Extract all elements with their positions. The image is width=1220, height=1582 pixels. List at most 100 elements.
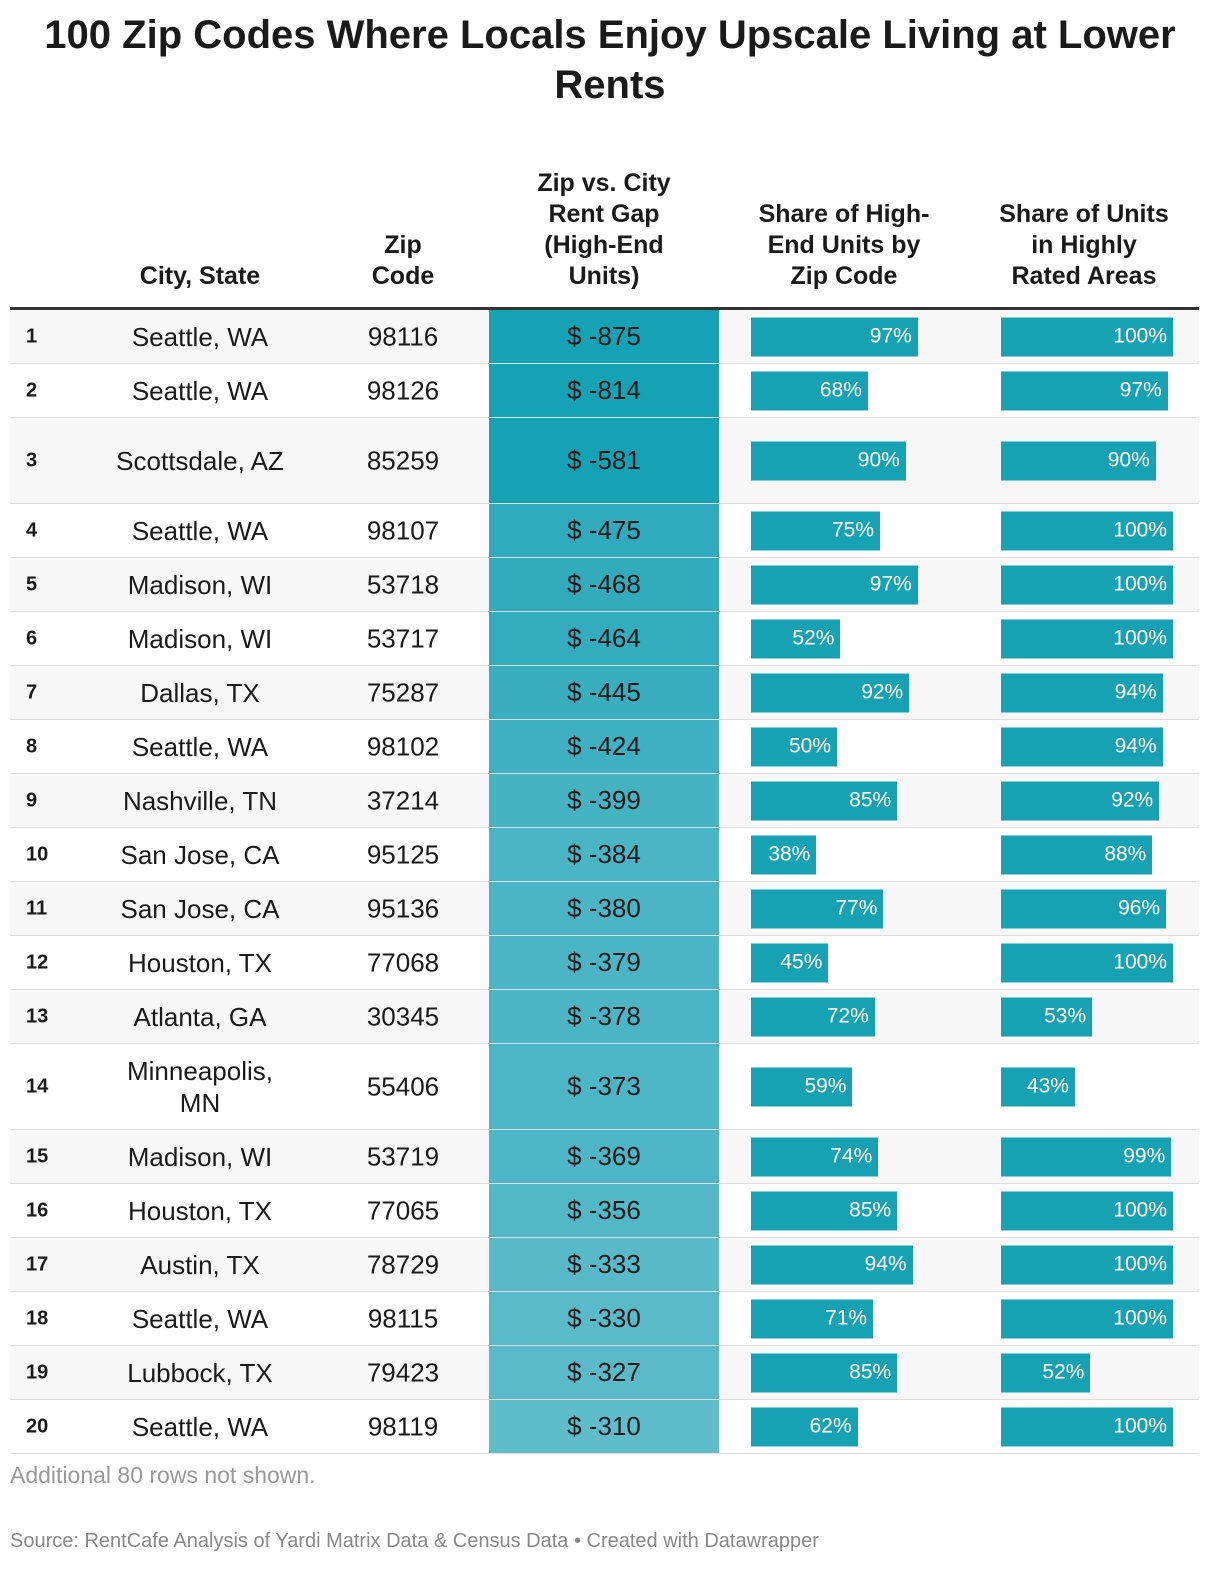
share-rated-label: 100% xyxy=(1113,324,1167,348)
row-city: Scottsdale, AZ xyxy=(116,445,284,476)
table-row: 11 San Jose, CA 95136 $ -380 77% 96% xyxy=(10,882,1199,936)
row-rank: 17 xyxy=(26,1253,49,1275)
share-rated-label: 94% xyxy=(1114,734,1157,758)
share-high-end-bar: 94% xyxy=(751,1245,913,1284)
share-high-end-label: 38% xyxy=(768,842,811,866)
share-rated-bar: 53% xyxy=(1001,997,1093,1036)
row-zip: 79423 xyxy=(366,1357,440,1387)
share-high-end-bar: 85% xyxy=(751,781,898,820)
row-rent-gap: $ -875 xyxy=(489,310,719,363)
col-header-zip[interactable]: Zip Code xyxy=(371,231,435,290)
row-rent-gap: $ -445 xyxy=(489,666,719,719)
row-city: Seattle, WA xyxy=(131,1303,269,1334)
share-rated-bar: 100% xyxy=(1001,1245,1173,1284)
row-rank: 3 xyxy=(26,449,38,471)
share-high-end-bar: 97% xyxy=(751,317,918,356)
row-city: Madison, WI xyxy=(127,569,273,600)
share-high-end-bar: 85% xyxy=(751,1191,898,1230)
table-row: 10 San Jose, CA 95125 $ -384 38% 88% xyxy=(10,828,1199,882)
row-city: Atlanta, GA xyxy=(133,1001,267,1032)
table-row: 13 Atlanta, GA 30345 $ -378 72% 53% xyxy=(10,990,1199,1044)
row-rank: 4 xyxy=(26,519,38,541)
row-zip: 53719 xyxy=(366,1141,440,1171)
row-rank: 1 xyxy=(26,325,38,347)
col-header-gap[interactable]: Zip vs. City Rent Gap (High-End Units) xyxy=(537,169,671,290)
share-rated-label: 100% xyxy=(1113,572,1167,596)
share-high-end-label: 74% xyxy=(830,1144,873,1168)
table-row: 20 Seattle, WA 98119 $ -310 62% 100% xyxy=(10,1400,1199,1454)
table-row: 7 Dallas, TX 75287 $ -445 92% 94% xyxy=(10,666,1199,720)
page-title: 100 Zip Codes Where Locals Enjoy Upscale… xyxy=(44,13,1176,107)
row-rent-gap: $ -814 xyxy=(489,364,719,417)
row-zip: 98102 xyxy=(366,731,440,761)
share-high-end-bar: 52% xyxy=(751,619,841,658)
row-rank: 5 xyxy=(26,573,38,595)
row-rent-gap: $ -310 xyxy=(489,1400,719,1453)
share-rated-bar: 100% xyxy=(1001,565,1173,604)
share-rated-label: 99% xyxy=(1123,1144,1166,1168)
share-high-end-label: 77% xyxy=(835,896,878,920)
col-header-share-high-end[interactable]: Share of High-End Units by Zip Code xyxy=(758,200,930,290)
table-body: 1 Seattle, WA 98116 $ -875 97% 100% 2 Seattle, … xyxy=(10,310,1199,1454)
header-rule xyxy=(10,307,1199,310)
row-city: Houston, TX xyxy=(127,947,273,978)
share-high-end-bar: 90% xyxy=(751,441,906,480)
row-rank: 9 xyxy=(26,789,38,811)
share-high-end-bar: 77% xyxy=(751,889,884,928)
row-city: Houston, TX xyxy=(127,1195,273,1226)
share-high-end-bar: 62% xyxy=(751,1407,858,1446)
table-header: City, State Zip Code Zip vs. City Rent G… xyxy=(0,162,1220,292)
col-header-city[interactable]: City, State xyxy=(139,262,261,290)
share-high-end-bar: 59% xyxy=(751,1067,853,1106)
row-rent-gap: $ -464 xyxy=(489,612,719,665)
share-rated-bar: 43% xyxy=(1001,1067,1075,1106)
col-header-share-rated[interactable]: Share of Units in Highly Rated Areas xyxy=(999,200,1169,290)
share-rated-label: 100% xyxy=(1113,1198,1167,1222)
table-row: 17 Austin, TX 78729 $ -333 94% 100% xyxy=(10,1238,1199,1292)
row-rent-gap: $ -327 xyxy=(489,1346,719,1399)
row-rent-gap: $ -399 xyxy=(489,774,719,827)
table-row: 3 Scottsdale, AZ 85259 $ -581 90% 90% xyxy=(10,418,1199,504)
share-high-end-bar: 68% xyxy=(751,371,868,410)
table-row: 19 Lubbock, TX 79423 $ -327 85% 52% xyxy=(10,1346,1199,1400)
share-high-end-bar: 97% xyxy=(751,565,918,604)
share-high-end-label: 92% xyxy=(861,680,904,704)
share-high-end-bar: 45% xyxy=(751,943,829,982)
share-high-end-label: 68% xyxy=(819,378,862,402)
row-city: San Jose, CA xyxy=(120,839,280,870)
share-high-end-label: 59% xyxy=(804,1074,847,1098)
table-row: 5 Madison, WI 53718 $ -468 97% 100% xyxy=(10,558,1199,612)
row-zip: 55406 xyxy=(366,1071,440,1101)
row-city: Seattle, WA xyxy=(131,1411,269,1442)
row-zip: 37214 xyxy=(366,785,440,815)
row-zip: 75287 xyxy=(366,677,440,707)
row-rank: 11 xyxy=(26,897,48,919)
share-rated-bar: 92% xyxy=(1001,781,1160,820)
row-rent-gap: $ -379 xyxy=(489,936,719,989)
share-high-end-label: 85% xyxy=(849,1360,892,1384)
table-row: 12 Houston, TX 77068 $ -379 45% 100% xyxy=(10,936,1199,990)
share-high-end-bar: 50% xyxy=(751,727,837,766)
share-rated-bar: 100% xyxy=(1001,1299,1173,1338)
row-city: Seattle, WA xyxy=(131,731,269,762)
share-rated-bar: 100% xyxy=(1001,943,1173,982)
row-rank: 20 xyxy=(26,1415,49,1437)
share-high-end-label: 50% xyxy=(788,734,831,758)
row-city: Lubbock, TX xyxy=(127,1357,273,1388)
share-high-end-bar: 38% xyxy=(751,835,817,874)
share-high-end-label: 97% xyxy=(869,324,912,348)
share-rated-label: 100% xyxy=(1113,626,1167,650)
row-rent-gap: $ -424 xyxy=(489,720,719,773)
row-city: Seattle, WA xyxy=(131,321,269,352)
row-city: Madison, WI xyxy=(127,1141,273,1172)
share-rated-bar: 99% xyxy=(1001,1137,1172,1176)
row-rank: 13 xyxy=(26,1005,49,1027)
share-rated-bar: 100% xyxy=(1001,511,1173,550)
share-high-end-label: 97% xyxy=(869,572,912,596)
row-city: San Jose, CA xyxy=(120,893,280,924)
table-row: 1 Seattle, WA 98116 $ -875 97% 100% xyxy=(10,310,1199,364)
share-high-end-label: 90% xyxy=(857,448,900,472)
row-city: Nashville, TN xyxy=(122,785,278,816)
table-row: 6 Madison, WI 53717 $ -464 52% 100% xyxy=(10,612,1199,666)
row-rent-gap: $ -330 xyxy=(489,1292,719,1345)
